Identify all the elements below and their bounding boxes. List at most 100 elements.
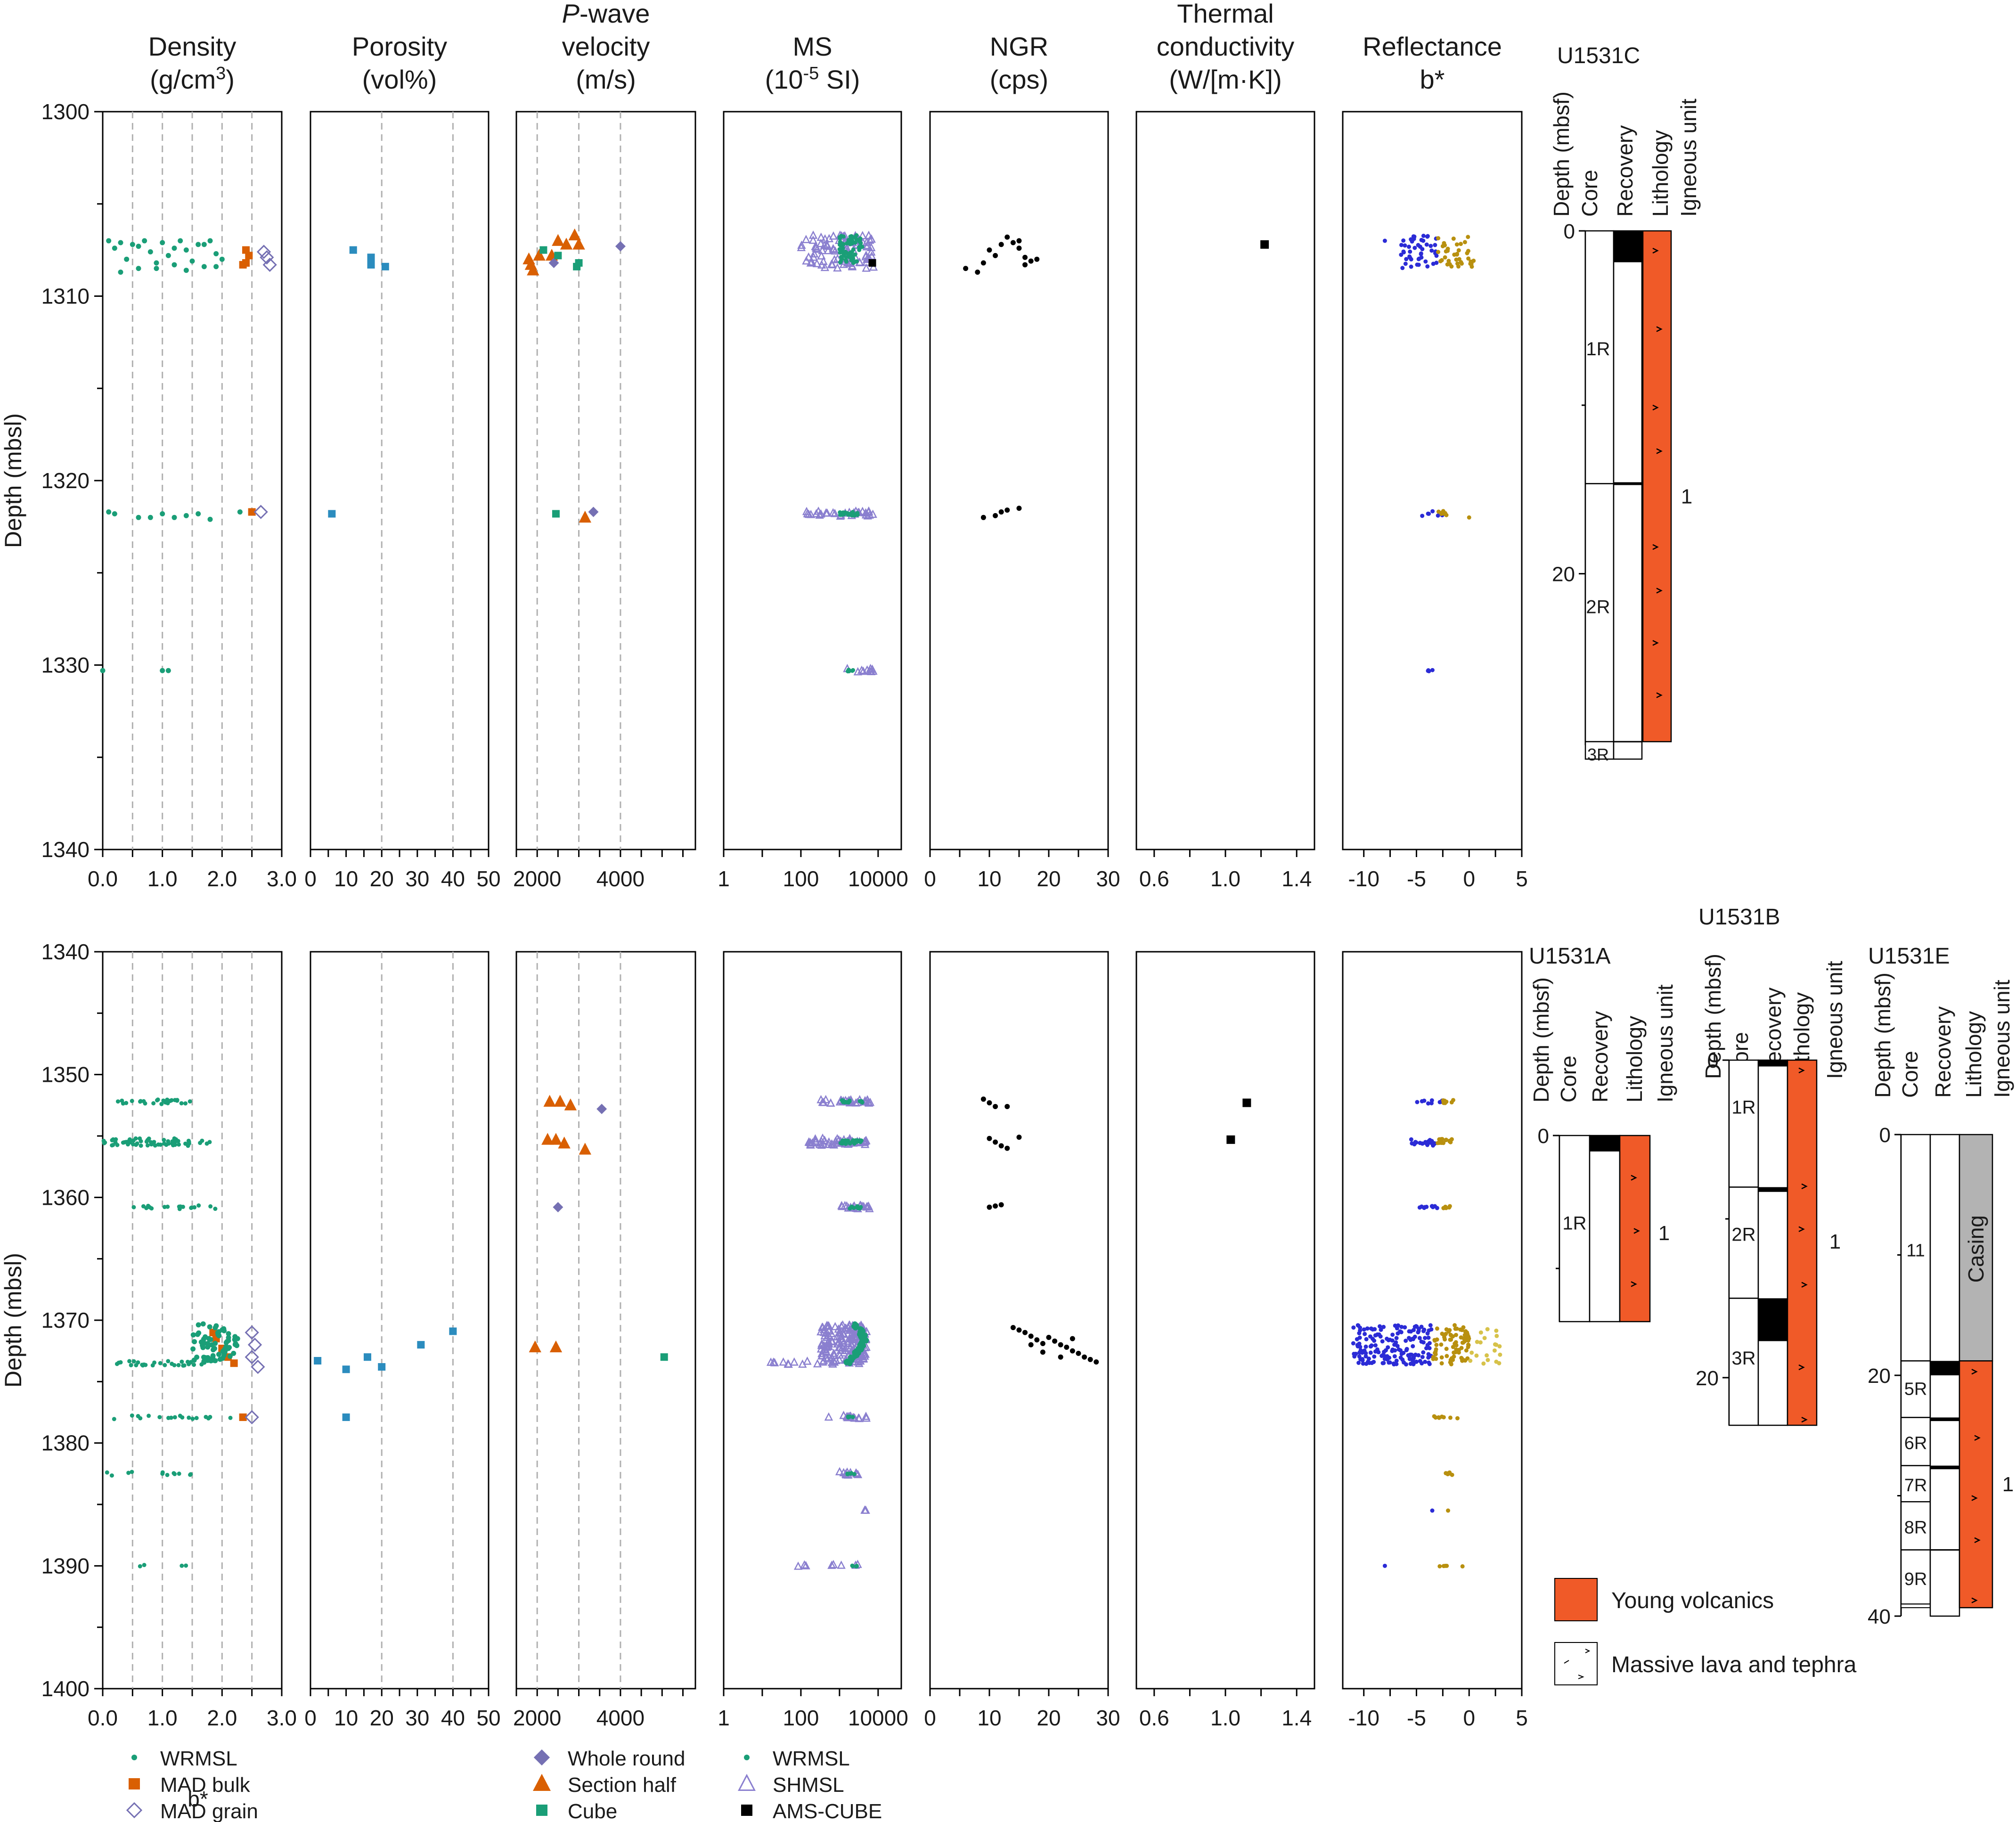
refl-point bbox=[1425, 234, 1430, 238]
density-wrmsl-point bbox=[112, 511, 117, 516]
refl-point bbox=[1409, 1137, 1413, 1142]
u1531a-recovery-fill bbox=[1590, 1136, 1620, 1152]
density-wrmsl-point bbox=[189, 1205, 194, 1210]
pwave-section-half-point bbox=[543, 1095, 556, 1107]
porosity-point bbox=[449, 1327, 457, 1335]
ngr-point bbox=[998, 509, 1004, 515]
pwave-section-half-point bbox=[564, 1098, 577, 1111]
pwave-tick-label: 4000 bbox=[596, 866, 645, 891]
refl-point bbox=[1422, 1327, 1427, 1332]
refl-point bbox=[1370, 1361, 1374, 1365]
refl-point bbox=[1419, 251, 1423, 256]
refl-point bbox=[1442, 1098, 1447, 1103]
refl-point bbox=[1428, 244, 1433, 248]
refl-point bbox=[1466, 1338, 1470, 1343]
density-wrmsl-point bbox=[154, 266, 159, 271]
refl-point bbox=[1427, 1328, 1431, 1333]
porosity-point bbox=[342, 1413, 350, 1421]
ms-wrmsl-point bbox=[841, 246, 845, 251]
u1531b-recovery-fill bbox=[1758, 1060, 1787, 1067]
u1531b-recovery bbox=[1757, 1059, 1788, 1426]
porosity-tick-label: 10 bbox=[334, 866, 358, 891]
refl-point bbox=[1481, 1361, 1486, 1366]
porosity-point bbox=[342, 1365, 350, 1373]
ngr-point bbox=[1016, 1135, 1022, 1140]
refl-point bbox=[1428, 1323, 1433, 1328]
ms-wrmsl-point bbox=[848, 1141, 852, 1146]
density-wrmsl-point bbox=[109, 1473, 114, 1478]
u1531b-igneous-unit: 1 bbox=[1829, 1230, 1841, 1253]
ms-shmsl-point bbox=[862, 242, 871, 251]
porosity-tick-label: 0 bbox=[304, 1706, 317, 1730]
ngr-point bbox=[1064, 1344, 1069, 1350]
tc-title-line2: (W/[m·K]) bbox=[1169, 65, 1281, 94]
refl-point bbox=[1444, 1138, 1448, 1143]
refl-point bbox=[1432, 1414, 1437, 1419]
refl-point bbox=[1461, 1325, 1466, 1330]
ngr-point bbox=[1004, 507, 1010, 513]
density-wrmsl-point bbox=[183, 1101, 188, 1106]
pwave-section-half-point bbox=[549, 1340, 563, 1353]
density-wrmsl-point bbox=[153, 1143, 157, 1148]
ms-shmsl-point bbox=[819, 1139, 828, 1148]
depth-tick-label: 1340 bbox=[41, 837, 90, 862]
density-wrmsl-point bbox=[201, 264, 207, 270]
porosity-title-line1: Porosity bbox=[352, 32, 447, 61]
density-wrmsl-point bbox=[196, 511, 201, 516]
refl-point bbox=[1478, 1340, 1483, 1345]
ms-shmsl-point bbox=[804, 252, 813, 261]
pwave-title-line0: P-wave bbox=[562, 0, 650, 28]
refl-point bbox=[1357, 1341, 1362, 1346]
refl-point bbox=[1364, 1361, 1369, 1366]
density-wrmsl-point bbox=[208, 1358, 214, 1364]
refl-point bbox=[1439, 1342, 1444, 1347]
ms-wrmsl-point bbox=[855, 1138, 860, 1143]
refl-point bbox=[1400, 1357, 1405, 1362]
refl-point bbox=[1426, 1335, 1431, 1340]
lava-symbol bbox=[1971, 1369, 1978, 1375]
ms-shmsl-point bbox=[812, 259, 822, 268]
u1531e-core-box bbox=[1900, 1134, 1931, 1362]
refl-point bbox=[1426, 1355, 1431, 1360]
u1531c-igneous-unit: 1 bbox=[1681, 485, 1692, 508]
density-wrmsl-point bbox=[138, 1564, 142, 1569]
density-mad-bulk-point bbox=[209, 1329, 217, 1337]
column-header-1: Core bbox=[1556, 1055, 1581, 1103]
legend-young-volcanics-label: Young volcanics bbox=[1611, 1588, 1774, 1613]
refl-point bbox=[1437, 1564, 1442, 1569]
refl-point bbox=[1454, 257, 1459, 262]
density-wrmsl-point bbox=[195, 1332, 200, 1337]
refl-point bbox=[1420, 514, 1425, 518]
ms-wrmsl-point bbox=[845, 511, 850, 515]
refl-point bbox=[1356, 1360, 1361, 1365]
refl-point bbox=[1424, 1141, 1428, 1145]
refl-point bbox=[1456, 248, 1461, 253]
refl-point bbox=[1369, 1326, 1373, 1331]
ms-shmsl-point bbox=[838, 1320, 847, 1329]
refl-point bbox=[1421, 234, 1426, 238]
density-wrmsl-point bbox=[201, 1359, 207, 1365]
refl-point bbox=[1435, 1326, 1439, 1331]
ms-shmsl-point bbox=[797, 240, 806, 249]
lava-symbol bbox=[1974, 1537, 1981, 1544]
density-wrmsl-point bbox=[177, 1142, 181, 1147]
refl-point bbox=[1381, 1324, 1386, 1329]
ms-tick-label: 100 bbox=[783, 1706, 819, 1730]
u1531c-core-label: 3R bbox=[1587, 745, 1609, 764]
ngr-point bbox=[993, 1203, 998, 1209]
density-wrmsl-point bbox=[142, 238, 147, 244]
ngr-point bbox=[980, 515, 986, 520]
ngr-tick-label: 10 bbox=[977, 1706, 1001, 1730]
density-wrmsl-point bbox=[209, 1342, 215, 1348]
refl-point bbox=[1438, 259, 1443, 263]
lava-symbol bbox=[1633, 1228, 1640, 1234]
ms-shmsl-point bbox=[865, 1204, 874, 1212]
density-wrmsl-point bbox=[223, 1340, 229, 1345]
porosity-tick-label: 50 bbox=[476, 866, 500, 891]
density-wrmsl-point bbox=[124, 256, 130, 262]
ms-title-line1: MS bbox=[793, 32, 833, 61]
refl-point bbox=[1485, 1327, 1490, 1332]
ms-shmsl-point bbox=[818, 1357, 827, 1366]
refl-point bbox=[1437, 1137, 1442, 1142]
refl-point bbox=[1429, 1101, 1434, 1105]
